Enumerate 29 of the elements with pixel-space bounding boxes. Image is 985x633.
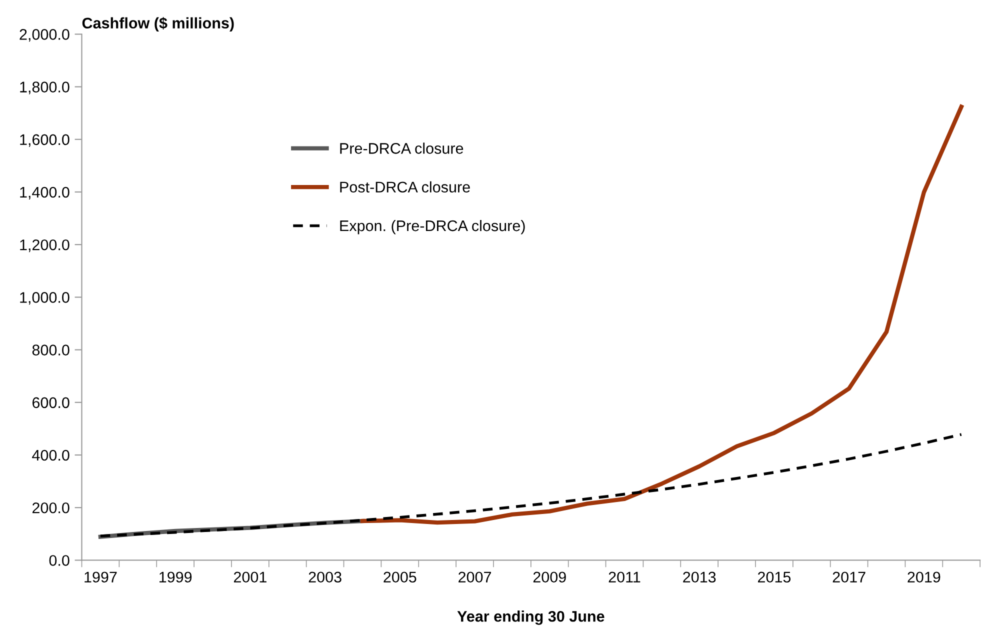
y-tick-label: 400.0: [32, 450, 70, 461]
x-tick-label: 2017: [832, 572, 866, 583]
y-tick-label: 1,400.0: [20, 186, 70, 200]
y-tick-label: 2,000.0: [20, 29, 70, 42]
legend-label: Post-DRCA closure: [340, 181, 470, 193]
x-tick-label: 2007: [458, 572, 491, 583]
x-tick-label: 2009: [533, 572, 566, 583]
x-tick-label: 2011: [608, 572, 640, 583]
x-tick-label: 2019: [908, 572, 940, 583]
y-tick-label: 200.0: [32, 502, 70, 514]
legend-label: Expon. (Pre-DRCA closure): [340, 220, 525, 234]
x-tick-label: 1999: [160, 572, 192, 583]
x-tick-label: 2003: [308, 572, 342, 583]
x-tick-label: 2013: [683, 572, 716, 583]
y-tick-label: 1,200.0: [20, 239, 70, 252]
x-tick-label: 2001: [234, 572, 266, 583]
y-tick-label: 1,600.0: [20, 134, 70, 147]
y-tick-label: 800.0: [32, 344, 70, 356]
y-tick-label: 1,000.0: [20, 292, 70, 305]
y-tick-label: 600.0: [32, 397, 70, 408]
y-axis-title: Cashflow ($ millions): [82, 17, 234, 32]
x-axis-title: Year ending 30 June: [457, 610, 604, 625]
legend-label: Pre-DRCA closure: [340, 142, 464, 154]
line-series: [99, 433, 963, 538]
x-tick-label: 2005: [384, 572, 416, 583]
x-tick-label: 2015: [758, 572, 791, 583]
y-tick-label: 1,800.0: [20, 82, 70, 94]
y-tick-label: 0.0: [49, 555, 70, 566]
x-tick-label: 1997: [84, 572, 117, 583]
